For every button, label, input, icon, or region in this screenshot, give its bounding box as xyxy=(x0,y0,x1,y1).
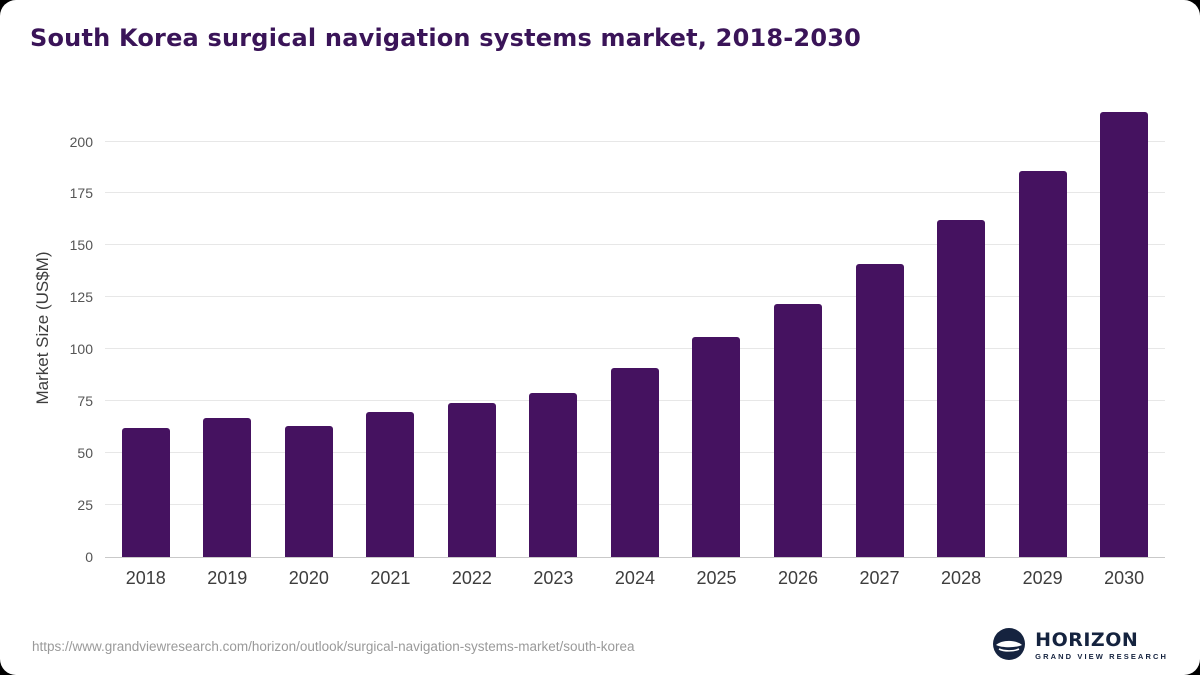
bar-slot xyxy=(105,100,187,557)
bars-container xyxy=(105,100,1165,557)
x-tick-label: 2030 xyxy=(1104,568,1145,588)
y-tick-label: 25 xyxy=(77,497,93,514)
bar-slot xyxy=(431,100,513,557)
y-tick-label: 200 xyxy=(69,133,93,150)
bar-2030 xyxy=(1100,112,1149,557)
gridline xyxy=(105,244,1165,246)
bar-2019 xyxy=(203,417,252,557)
y-tick-label: 175 xyxy=(69,185,93,202)
x-axis-labels: 2018 2019 2020 2021 2022 2023 2024 2025 2026 2027… xyxy=(105,568,1165,589)
bar-2024 xyxy=(610,367,659,557)
bar-2025 xyxy=(692,336,741,557)
bar-2021 xyxy=(366,411,415,557)
y-tick-label: 150 xyxy=(69,237,93,254)
bar-slot xyxy=(920,100,1002,557)
y-tick-label: 100 xyxy=(69,341,93,358)
bar-2026 xyxy=(774,303,823,557)
x-tick-label: 2020 xyxy=(288,568,329,588)
x-tick-label: 2023 xyxy=(533,568,574,588)
gridline xyxy=(105,192,1165,194)
bar-slot xyxy=(1002,100,1084,557)
x-tick-label: 2027 xyxy=(859,568,900,588)
horizon-logo-subtitle: GRAND VIEW RESEARCH xyxy=(1035,652,1168,662)
horizon-logo-icon xyxy=(992,627,1026,666)
bar-chart: Market Size (US$M) 0 25 50 75 100 125 150 175 20… xyxy=(0,100,1200,600)
bar-slot xyxy=(594,100,676,557)
bar-2022 xyxy=(447,403,496,557)
bar-2029 xyxy=(1018,170,1067,557)
y-tick-label: 50 xyxy=(77,445,93,462)
x-tick-label: 2024 xyxy=(614,568,655,588)
bar-slot xyxy=(268,100,350,557)
plot-area: 0 25 50 75 100 125 150 175 200 xyxy=(70,100,1165,565)
x-tick-label: 2022 xyxy=(451,568,492,588)
bar-slot xyxy=(676,100,758,557)
bar-slot xyxy=(187,100,269,557)
bar-2020 xyxy=(284,426,333,557)
y-tick-label: 75 xyxy=(77,393,93,410)
bar-slot xyxy=(1083,100,1165,557)
x-tick-label: 2028 xyxy=(941,568,982,588)
x-tick-label: 2019 xyxy=(207,568,248,588)
bar-slot xyxy=(513,100,595,557)
x-tick-label: 2025 xyxy=(696,568,737,588)
gridline xyxy=(105,348,1165,350)
x-tick-label: 2018 xyxy=(125,568,166,588)
footer: https://www.grandviewresearch.com/horizo… xyxy=(0,617,1200,675)
bar-2027 xyxy=(855,264,904,557)
horizon-logo-title: HORIZON xyxy=(1035,629,1139,652)
bar-2023 xyxy=(529,392,578,557)
x-tick-label: 2029 xyxy=(1022,568,1063,588)
horizon-logo-text: HORIZON GRAND VIEW RESEARCH xyxy=(1035,631,1168,661)
gridline xyxy=(105,140,1165,142)
y-tick-label: 0 xyxy=(85,549,93,565)
horizon-logo: HORIZON GRAND VIEW RESEARCH xyxy=(992,627,1168,666)
gridline xyxy=(105,296,1165,298)
bar-slot xyxy=(839,100,921,557)
chart-title: South Korea surgical navigation systems … xyxy=(30,24,862,52)
x-tick-label: 2026 xyxy=(777,568,819,588)
bar-slot xyxy=(757,100,839,557)
y-tick-label: 125 xyxy=(69,289,93,306)
y-axis-title: Market Size (US$M) xyxy=(33,251,52,405)
bar-2028 xyxy=(937,220,986,557)
bar-slot xyxy=(350,100,432,557)
bar-2018 xyxy=(121,428,170,557)
source-url: https://www.grandviewresearch.com/horizo… xyxy=(32,638,635,654)
x-tick-label: 2021 xyxy=(370,568,411,588)
